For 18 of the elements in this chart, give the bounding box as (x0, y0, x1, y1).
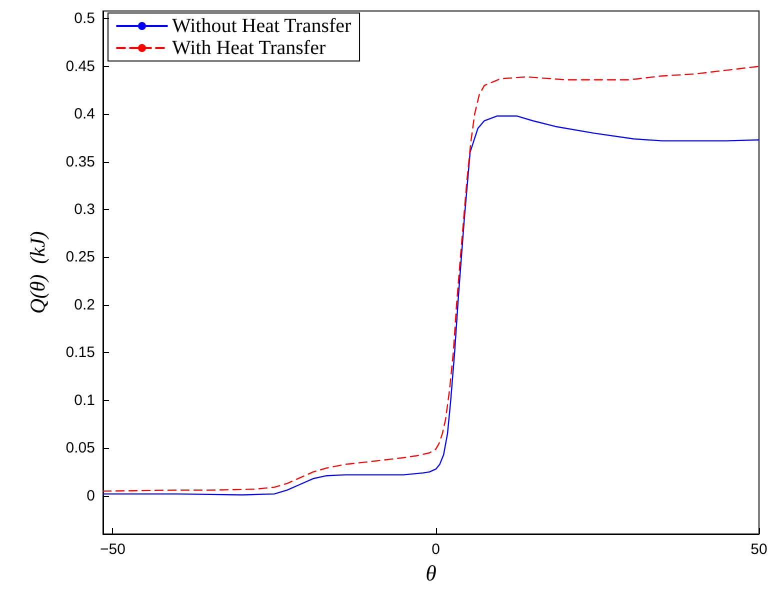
y-tick-label: 0.2 (74, 296, 95, 314)
y-tick-label: 0.45 (66, 58, 95, 75)
y-tick-label: 0.05 (66, 440, 95, 457)
x-axis-title: θ (426, 560, 437, 586)
legend-label: With Heat Transfer (172, 37, 326, 59)
y-axis-title: Q(θ) (kJ) (26, 231, 50, 314)
y-tick-label: 0.35 (66, 153, 95, 170)
y-tick-label: 0 (86, 487, 95, 504)
y-tick-label: 0.3 (74, 201, 95, 218)
y-tick-label: 0.5 (74, 10, 95, 28)
y-tick-label: 0.15 (66, 344, 95, 362)
y-tick-label: 0.1 (74, 392, 95, 409)
y-tick-label: 0.25 (66, 248, 95, 266)
x-tick-label: 50 (750, 541, 768, 558)
y-tick-label: 0.4 (74, 106, 95, 123)
x-tick-label: 0 (432, 541, 440, 558)
x-tick-label: −50 (100, 541, 126, 558)
legend-label: Without Heat Transfer (172, 15, 352, 37)
